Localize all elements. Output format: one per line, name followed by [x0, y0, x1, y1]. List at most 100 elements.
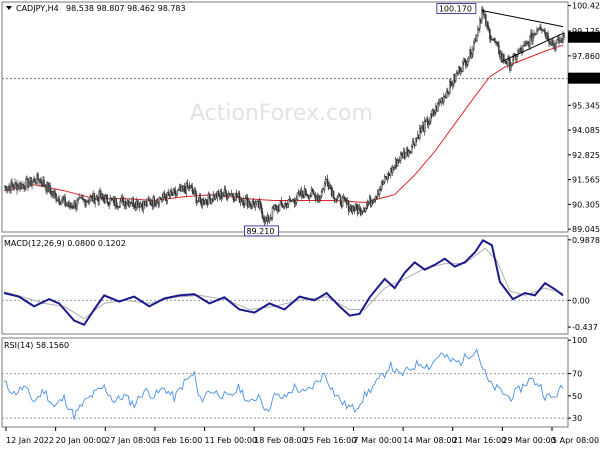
candle-body — [476, 35, 478, 41]
candle-body — [556, 39, 558, 44]
candle-body — [344, 199, 347, 202]
x-tick-label: 7 Mar 00:00 — [353, 436, 401, 445]
candle-body — [463, 59, 465, 63]
y-tick-label: -0.437 — [572, 323, 598, 332]
candle-body — [267, 215, 270, 222]
macd-panel-title: MACD(12,26,9) 0.0800 0.1202 — [4, 239, 126, 248]
candle-body — [69, 202, 71, 207]
candle-body — [25, 179, 27, 190]
candle-body — [142, 201, 144, 210]
candle-body — [450, 81, 452, 84]
candle-body — [336, 196, 339, 199]
candle-body — [533, 34, 535, 37]
candle-body — [259, 201, 262, 206]
candle-body — [231, 193, 234, 197]
candle-body — [412, 141, 415, 145]
low-price-label-box — [244, 225, 279, 237]
candle-body — [115, 198, 117, 207]
candle-body — [429, 120, 431, 124]
candle-body — [72, 207, 74, 209]
candle-body — [472, 48, 474, 55]
candle-body — [217, 191, 220, 195]
candle-body — [459, 66, 461, 74]
candle-body — [28, 183, 30, 188]
candle-body — [37, 174, 39, 181]
candle-body — [11, 181, 13, 186]
candle-body — [23, 184, 25, 189]
candle-body — [320, 191, 323, 198]
candle-body — [167, 191, 170, 195]
candle-body — [538, 27, 540, 30]
candle-body — [282, 206, 285, 208]
candle-body — [492, 39, 494, 41]
candle-body — [357, 207, 360, 214]
candle-body — [273, 205, 276, 210]
candle-body — [64, 197, 66, 206]
candle-body — [313, 193, 316, 196]
candle-body — [384, 176, 387, 178]
candle-body — [177, 189, 180, 192]
candle-body — [194, 190, 197, 195]
candle-body — [382, 182, 385, 185]
candle-body — [376, 193, 379, 198]
candle-body — [88, 200, 90, 203]
panel-frame-3 — [1, 337, 569, 428]
candle-body — [252, 200, 255, 205]
candle-body — [119, 201, 121, 208]
candle-body — [427, 118, 429, 126]
candle-body — [391, 166, 394, 173]
candle-body — [216, 191, 219, 199]
candle-body — [434, 112, 436, 115]
candle-body — [185, 182, 188, 194]
candle-body — [202, 199, 205, 205]
candle-body — [524, 43, 526, 46]
candle-body — [355, 203, 358, 209]
candle-body — [396, 160, 399, 167]
candle-body — [30, 177, 32, 186]
x-tick-label: 11 Feb 00:00 — [205, 436, 257, 445]
candle-body — [5, 185, 7, 191]
candle-body — [324, 179, 327, 184]
candle-body — [108, 204, 110, 206]
candle-body — [520, 47, 522, 51]
candle-body — [311, 189, 314, 192]
candle-body — [387, 173, 390, 176]
candle-body — [522, 45, 524, 53]
candle-body — [447, 90, 449, 93]
x-tick-label: 20 Jan 00:00 — [56, 436, 107, 445]
candle-body — [10, 181, 12, 192]
candle-body — [56, 199, 58, 201]
candle-body — [341, 197, 344, 207]
candle-body — [544, 30, 546, 35]
candle-body — [415, 137, 418, 140]
candle-body — [89, 196, 91, 201]
candle-body — [420, 126, 423, 132]
candle-body — [174, 190, 177, 196]
candle-body — [523, 45, 525, 47]
watermark: ActionForex.com — [190, 101, 373, 126]
candle-body — [335, 198, 338, 200]
rsi-panel-title: RSI(14) 58.1560 — [4, 341, 69, 350]
candle-body — [280, 200, 283, 205]
candle-body — [428, 123, 430, 126]
candle-body — [12, 184, 14, 188]
candle-body — [93, 193, 95, 204]
candle-body — [367, 202, 370, 204]
candle-body — [470, 49, 472, 58]
candle-body — [487, 21, 489, 28]
candle-body — [58, 198, 60, 204]
candle-body — [537, 29, 539, 31]
candle-body — [558, 37, 560, 43]
candle-body — [404, 152, 407, 158]
candle-body — [120, 197, 122, 202]
candle-body — [278, 203, 281, 212]
collapse-triangle-icon[interactable] — [6, 6, 12, 10]
candle-body — [229, 194, 232, 196]
candle-body — [244, 198, 247, 205]
candle-body — [529, 36, 531, 47]
candle-body — [446, 90, 448, 98]
candle-body — [562, 33, 564, 43]
candle-body — [497, 41, 499, 46]
candle-body — [460, 71, 462, 74]
x-tick-label: 25 Feb 16:00 — [304, 436, 356, 445]
